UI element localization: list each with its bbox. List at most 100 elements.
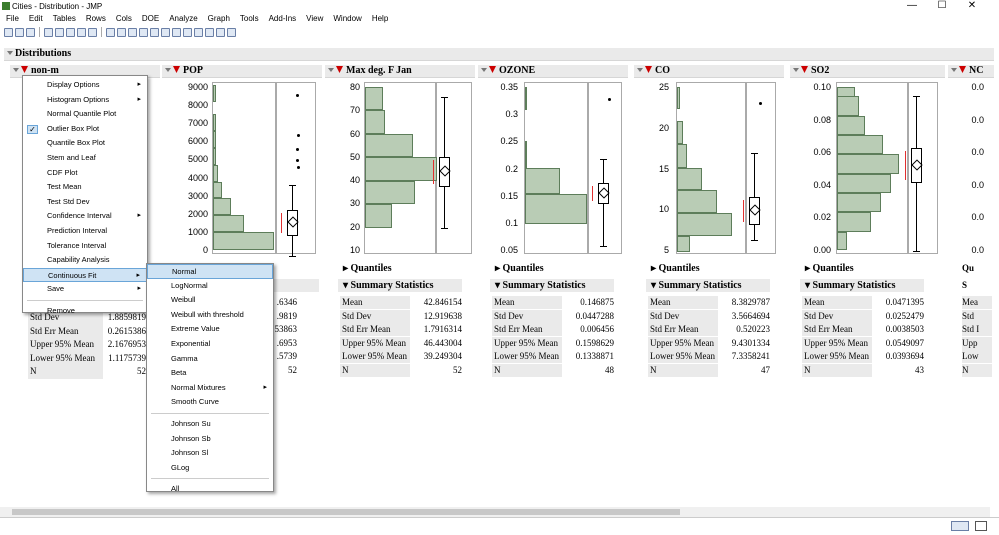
scrollbar-thumb[interactable] <box>12 509 680 515</box>
menu-item-johnson-sl[interactable]: Johnson Sl <box>147 446 273 461</box>
menu-item-johnson-su[interactable]: Johnson Su <box>147 417 273 432</box>
crosshair-tool-icon[interactable] <box>128 27 137 37</box>
menu-item-normal-mixtures[interactable]: Normal Mixtures ▸ <box>147 381 273 396</box>
disclosure-icon[interactable] <box>165 68 171 72</box>
menu-item-quantile-box-plot[interactable]: Quantile Box Plot <box>23 136 147 151</box>
horizontal-scrollbar[interactable] <box>0 507 990 517</box>
menu-analyze[interactable]: Analyze <box>169 14 198 23</box>
quantiles-header[interactable]: ▸ Quantiles <box>490 262 546 275</box>
disclosure-icon[interactable] <box>328 68 334 72</box>
menu-tables[interactable]: Tables <box>52 14 76 23</box>
menu-item-exponential[interactable]: Exponential <box>147 337 273 352</box>
cut-icon[interactable] <box>44 27 53 37</box>
maximize-button[interactable]: ☐ <box>937 0 947 11</box>
menu-item-continuous-fit[interactable]: Continuous Fit ▸ <box>23 267 147 283</box>
help-tool-icon[interactable] <box>117 27 126 37</box>
column-header-pop[interactable]: POP <box>162 65 322 78</box>
zoom-tool-icon[interactable] <box>172 27 181 37</box>
new-icon[interactable] <box>4 27 13 37</box>
open-icon[interactable] <box>15 27 24 37</box>
column-header-maxdegf[interactable]: Max deg. F Jan <box>325 65 475 78</box>
column-header-nc[interactable]: NC <box>948 65 994 78</box>
summary-statistics-header[interactable]: ▾ Summary Statistics <box>490 279 614 292</box>
menu-item-test-std-dev[interactable]: Test Std Dev <box>23 195 147 210</box>
menu-item-extreme-value[interactable]: Extreme Value <box>147 322 273 337</box>
scroller-tool-icon[interactable] <box>183 27 192 37</box>
print-icon[interactable] <box>88 27 97 37</box>
menu-item-beta[interactable]: Beta <box>147 366 273 381</box>
close-button[interactable]: ✕ <box>967 0 977 11</box>
menu-item-display-options[interactable]: Display Options ▸ <box>23 78 147 93</box>
menu-addins[interactable]: Add-Ins <box>268 14 297 23</box>
menu-file[interactable]: File <box>6 14 19 23</box>
menu-item-confidence-interval[interactable]: Confidence Interval ▸ <box>23 209 147 224</box>
menu-cols[interactable]: Cols <box>115 14 132 23</box>
menu-item-remove[interactable]: Remove <box>23 304 147 319</box>
red-triangle-icon[interactable] <box>336 66 343 73</box>
arrow-tool-icon[interactable] <box>106 27 115 37</box>
menu-item-normal[interactable]: Normal <box>147 264 273 279</box>
red-triangle-icon[interactable] <box>21 66 28 73</box>
disclosure-icon[interactable] <box>7 51 13 55</box>
annotate-tool-icon[interactable] <box>194 27 203 37</box>
menu-edit[interactable]: Edit <box>28 14 43 23</box>
disclosure-icon[interactable] <box>951 68 957 72</box>
red-triangle-icon[interactable] <box>489 66 496 73</box>
disclosure-icon[interactable] <box>793 68 799 72</box>
menu-item-lognormal[interactable]: LogNormal <box>147 279 273 294</box>
menu-item-outlier-box-plot[interactable]: ✓ Outlier Box Plot <box>23 122 147 137</box>
menu-tools[interactable]: Tools <box>239 14 259 23</box>
red-triangle-icon[interactable] <box>801 66 808 73</box>
disclosure-icon[interactable] <box>637 68 643 72</box>
table-icon[interactable] <box>77 27 86 37</box>
summary-statistics-header[interactable]: ▾ Summary Statistics <box>338 279 462 292</box>
lasso-tool-icon[interactable] <box>150 27 159 37</box>
menu-item-gamma[interactable]: Gamma <box>147 352 273 367</box>
menu-view[interactable]: View <box>306 14 324 23</box>
menu-graph[interactable]: Graph <box>207 14 230 23</box>
menu-item-prediction-interval[interactable]: Prediction Interval <box>23 224 147 239</box>
ellipse-tool-icon[interactable] <box>227 27 236 37</box>
menu-doe[interactable]: DOE <box>141 14 160 23</box>
summary-statistics-header[interactable]: ▾ Summary Statistics <box>646 279 770 292</box>
menu-item-tolerance-interval[interactable]: Tolerance Interval <box>23 239 147 254</box>
column-header-so2[interactable]: SO2 <box>790 65 945 78</box>
red-triangle-icon[interactable] <box>645 66 652 73</box>
menu-item-histogram-options[interactable]: Histogram Options ▸ <box>23 93 147 108</box>
menu-item-johnson-sb[interactable]: Johnson Sb <box>147 432 273 447</box>
line-tool-icon[interactable] <box>205 27 214 37</box>
menu-item-test-mean[interactable]: Test Mean <box>23 180 147 195</box>
menu-window[interactable]: Window <box>333 14 362 23</box>
brush-tool-icon[interactable] <box>161 27 170 37</box>
menu-help[interactable]: Help <box>371 14 389 23</box>
distributions-header[interactable]: Distributions <box>4 48 994 61</box>
menu-item-stem-and-leaf[interactable]: Stem and Leaf <box>23 151 147 166</box>
quantiles-header[interactable]: ▸ Quantiles <box>646 262 702 275</box>
polygon-tool-icon[interactable] <box>216 27 225 37</box>
column-header-co[interactable]: CO <box>634 65 784 78</box>
disclosure-icon[interactable] <box>481 68 487 72</box>
disclosure-icon[interactable] <box>13 68 19 72</box>
menu-item-capability-analysis[interactable]: Capability Analysis <box>23 253 147 268</box>
save-icon[interactable] <box>26 27 35 37</box>
menu-rows[interactable]: Rows <box>85 14 106 23</box>
menu-item-all[interactable]: All <box>147 482 273 497</box>
home-window-icon[interactable] <box>951 521 969 531</box>
quantiles-header[interactable]: ▸ Quantiles <box>338 262 394 275</box>
menu-item-save[interactable]: Save ▸ <box>23 282 147 297</box>
grabber-tool-icon[interactable] <box>139 27 148 37</box>
menu-item-normal-quantile-plot[interactable]: Normal Quantile Plot <box>23 107 147 122</box>
column-header-ozone[interactable]: OZONE <box>478 65 628 78</box>
red-triangle-icon[interactable] <box>959 66 966 73</box>
summary-statistics-header[interactable]: ▾ Summary Statistics <box>800 279 924 292</box>
menu-item-cdf-plot[interactable]: CDF Plot <box>23 166 147 181</box>
menu-item-weibull[interactable]: Weibull <box>147 293 273 308</box>
quantiles-header[interactable]: ▸ Quantiles <box>800 262 856 275</box>
menu-item-smooth-curve[interactable]: Smooth Curve <box>147 395 273 410</box>
red-triangle-icon[interactable] <box>173 66 180 73</box>
menu-item-glog[interactable]: GLog <box>147 461 273 476</box>
minimize-button[interactable]: — <box>907 0 917 11</box>
copy-icon[interactable] <box>55 27 64 37</box>
menu-item-weibull-threshold[interactable]: Weibull with threshold <box>147 308 273 323</box>
window-list-icon[interactable] <box>975 521 987 531</box>
